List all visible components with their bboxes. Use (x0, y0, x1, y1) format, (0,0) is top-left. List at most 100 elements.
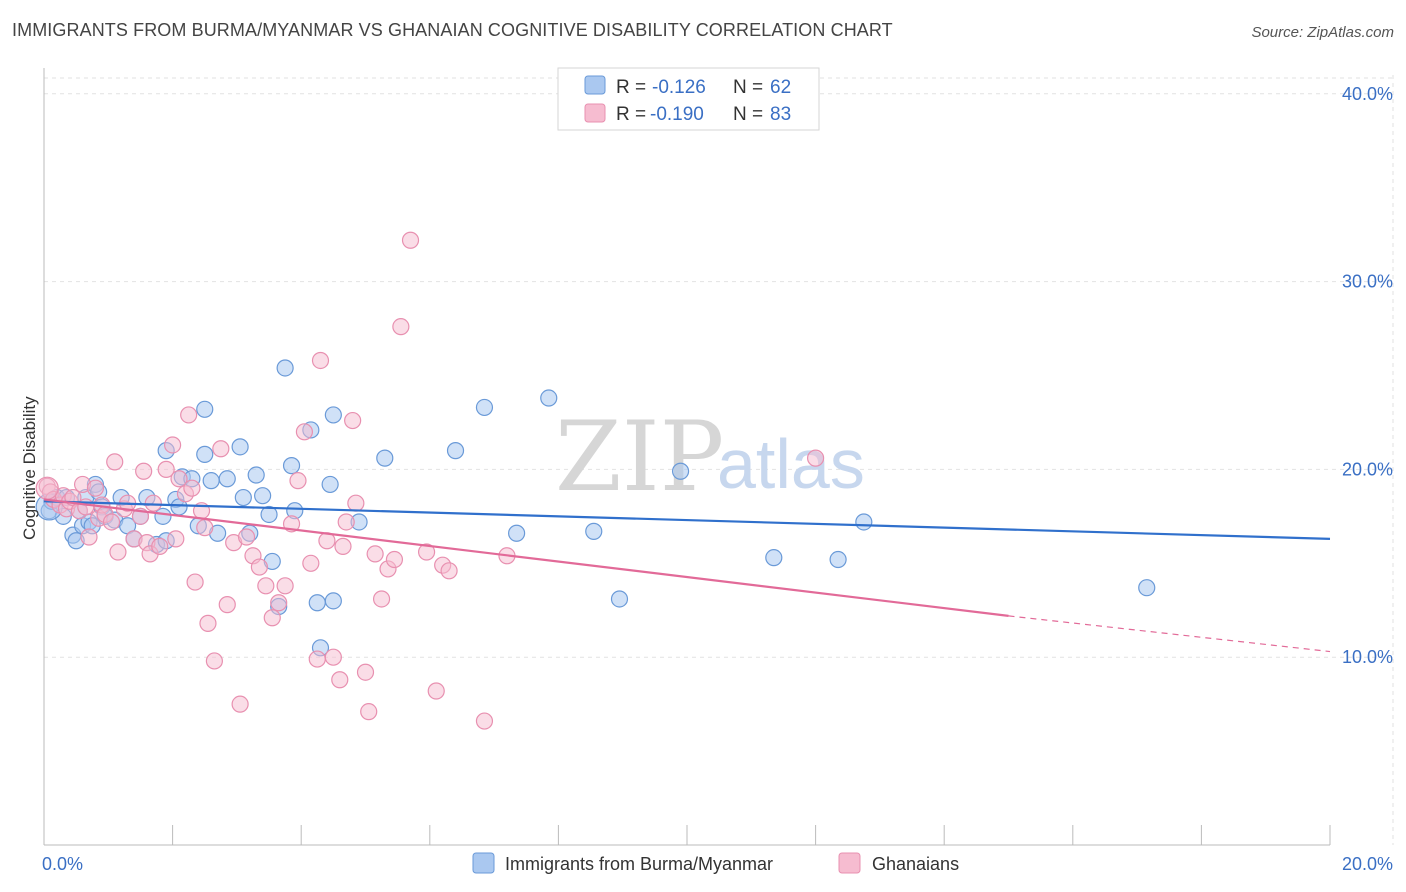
burma-point (376, 449, 394, 467)
ghanaians-point (250, 558, 269, 576)
ghanaians-point (270, 594, 288, 612)
ghanaians-point (106, 453, 124, 471)
ghanaians-point (308, 650, 326, 668)
axes (43, 68, 1331, 846)
chart-title: IMMIGRANTS FROM BURMA/MYANMAR VS GHANAIA… (12, 20, 893, 40)
burma-point (671, 462, 690, 480)
burma-point (324, 406, 342, 424)
legend-swatch-burma (584, 75, 606, 95)
ghanaians-point (366, 545, 384, 563)
bottom-legend-label-burma: Immigrants from Burma/Myanmar (505, 854, 773, 874)
burma-point (231, 438, 249, 456)
ghanaians-point (212, 440, 230, 458)
burma-point (610, 590, 629, 608)
ghanaians-point (427, 682, 445, 700)
ghanaians-point (196, 519, 214, 537)
burma-point (855, 513, 873, 531)
burma-point (585, 522, 603, 540)
ghanaians-point (164, 436, 182, 454)
burma-point (218, 470, 236, 488)
ghanaians-point (356, 663, 375, 681)
legend-n-label-1: N = (733, 77, 763, 98)
legend-r-label-2: R = (616, 104, 646, 125)
ghanaians-point (392, 318, 410, 336)
ghanaians-point (475, 712, 494, 730)
burma-point (508, 524, 526, 542)
burma-point (308, 594, 326, 612)
ghanaians-trend-extension (1008, 615, 1331, 653)
ghanaians-point (360, 703, 378, 721)
legend-n-label-2: N = (733, 104, 763, 125)
ghanaians-point (806, 449, 825, 467)
burma-point (282, 457, 301, 475)
burma-point (1138, 579, 1156, 597)
ghanaians-point (263, 609, 281, 627)
legend-swatch-ghanaians (584, 103, 606, 123)
burma-point (321, 475, 339, 494)
ghanaians-point (276, 577, 294, 595)
y-axis-label: Cognitive Disability (20, 396, 39, 540)
burma-point (196, 400, 214, 418)
ghanaians-point (86, 479, 105, 497)
ghanaians-point (167, 530, 185, 548)
y-tick-label: 20.0% (1342, 459, 1393, 479)
burma-point (234, 488, 252, 507)
ghanaians-point (417, 543, 436, 561)
burma-point (247, 466, 265, 484)
burma-point (540, 389, 558, 407)
burma-point (254, 487, 272, 505)
ghanaians-point (157, 460, 175, 478)
bottom-legend-swatch-ghanaians (838, 852, 861, 874)
burma-point (324, 592, 342, 610)
legend-n-value-1: 62 (770, 77, 791, 98)
ghanaians-point (331, 671, 349, 689)
y-tick-label: 30.0% (1342, 272, 1393, 292)
legend-r-value-1: -0.126 (652, 77, 706, 98)
bottom-legend-swatch-burma (472, 852, 495, 874)
legend-box: R = -0.126 N = 62 R = -0.190 N = 83 (557, 67, 820, 131)
x-tick-label-min: 0.0% (42, 854, 83, 874)
ghanaians-point (186, 573, 204, 591)
ghanaians-point (35, 476, 59, 500)
ghanaians-point (205, 652, 223, 670)
ghanaians-point (135, 462, 153, 480)
burma-point (446, 442, 465, 460)
ghanaians-point (102, 513, 121, 531)
burma-point (260, 505, 278, 524)
burma-point (202, 472, 220, 490)
ghanaians-point (324, 648, 342, 666)
burma-point (196, 445, 214, 463)
watermark-zip: ZIP (555, 401, 724, 513)
ghanaians-point (180, 406, 198, 424)
burma-point (765, 549, 783, 567)
legend-n-value-2: 83 (770, 104, 791, 125)
burma-point (475, 398, 494, 417)
y-tick-labels: 10.0% 20.0% 30.0% 40.0% (1342, 84, 1393, 667)
ghanaians-trend-line (43, 498, 1009, 617)
ghanaians-point (295, 423, 314, 441)
ghanaians-point (144, 494, 162, 512)
ghanaians-point (151, 537, 169, 555)
ghanaians-point (80, 528, 98, 546)
ghanaians-point (231, 695, 249, 713)
ghanaians-point (199, 614, 217, 632)
ghanaians-point (440, 562, 458, 580)
ghanaians-point (311, 351, 330, 370)
ghanaians-point (385, 550, 404, 569)
legend-r-value-2: -0.190 (650, 104, 704, 125)
burma-trend-line (43, 500, 1331, 540)
ghanaians-point (302, 554, 320, 572)
ghanaians-point (372, 590, 391, 608)
ghanaians-point (109, 543, 127, 561)
watermark: ZIP atlas (555, 401, 865, 513)
x-tick-labels: 0.0% 20.0% (42, 854, 1393, 874)
trend-lines (43, 498, 1331, 653)
ghanaians-point (289, 472, 307, 490)
x-tick-label-max: 20.0% (1342, 854, 1393, 874)
ghanaians-point (257, 577, 275, 595)
y-tick-label: 10.0% (1342, 647, 1393, 667)
ghanaians-point (237, 528, 256, 546)
ghanaians-point (347, 494, 365, 512)
ghanaians-point (337, 513, 355, 531)
ghanaians-point (401, 231, 420, 249)
